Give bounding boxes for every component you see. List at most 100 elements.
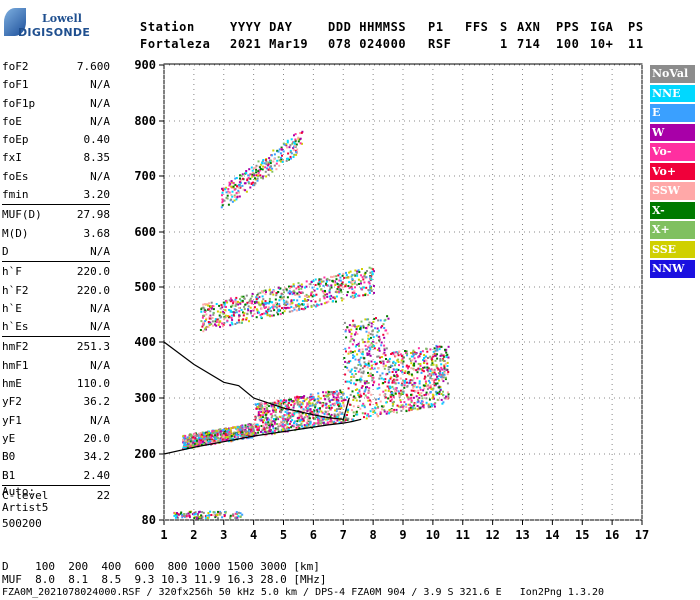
echo-point [330, 391, 333, 393]
param-value: 20.0 [83, 431, 111, 445]
param-name: yF1 [2, 413, 22, 427]
echo-point [384, 389, 387, 392]
echo-point [415, 386, 418, 389]
echo-point [231, 181, 234, 184]
echo-point [210, 440, 213, 442]
echo-point [261, 431, 264, 434]
x-tick-label: 5 [280, 528, 287, 542]
echo-point [316, 401, 319, 404]
echo-point [354, 286, 356, 289]
echo-point [263, 419, 265, 422]
echo-point [328, 279, 331, 282]
echo-point [339, 389, 342, 392]
echo-point [375, 342, 378, 345]
echo-point [206, 431, 209, 434]
echo-point [371, 374, 374, 377]
echo-point [262, 159, 265, 161]
echo-point [235, 177, 238, 179]
echo-point [374, 363, 377, 366]
echo-point [217, 437, 220, 440]
echo-point [415, 395, 418, 398]
echo-point [222, 310, 225, 313]
echo-point [310, 393, 313, 396]
echo-point [303, 424, 306, 427]
echo-point [305, 293, 308, 296]
echo-point [316, 412, 318, 415]
echo-point [264, 300, 267, 303]
echo-point [338, 403, 341, 406]
echo-point [213, 511, 216, 514]
echo-point [308, 295, 311, 298]
echo-point [247, 433, 250, 436]
echo-point [257, 426, 260, 428]
echo-point [375, 413, 378, 416]
echo-point [349, 382, 352, 385]
echo-point [403, 401, 406, 404]
param-row: yF1 N/A [2, 412, 110, 430]
echo-point [438, 390, 441, 393]
echo-point [249, 306, 252, 309]
echo-point [329, 297, 332, 300]
echo-point [345, 336, 348, 339]
echo-point [314, 278, 317, 281]
echo-point [229, 310, 232, 313]
echo-point [273, 423, 276, 426]
echo-point [369, 374, 372, 377]
echo-point [236, 196, 239, 199]
echo-point [416, 408, 419, 411]
echo-point [342, 403, 345, 406]
echo-point [266, 409, 269, 412]
echo-point [304, 299, 307, 302]
echo-point [299, 404, 301, 407]
echo-point [384, 354, 387, 357]
echo-point [373, 380, 376, 383]
echo-point [188, 514, 191, 517]
echo-point [266, 430, 269, 433]
echo-point [219, 437, 222, 440]
echo-point [377, 405, 380, 408]
echo-point [427, 374, 429, 377]
echo-point [342, 297, 345, 300]
echo-point [255, 316, 258, 319]
echo-point [312, 425, 315, 428]
echo-point [238, 195, 241, 198]
echo-point [250, 166, 253, 169]
echo-point [287, 426, 290, 429]
echo-point [274, 298, 277, 301]
echo-point [355, 379, 358, 382]
echo-point [307, 402, 310, 405]
echo-point [257, 403, 259, 405]
echo-point [386, 361, 389, 363]
param-name: M(D) [2, 226, 29, 240]
echo-point [389, 410, 392, 413]
echo-point [261, 427, 264, 430]
echo-point [301, 130, 304, 133]
echo-point [195, 442, 197, 445]
echo-point [299, 303, 302, 306]
echo-point [412, 364, 414, 367]
echo-point [286, 409, 289, 412]
echo-point [317, 424, 320, 426]
echo-point [392, 353, 395, 356]
echo-point [439, 370, 442, 373]
echo-point [321, 290, 324, 293]
echo-point [182, 435, 185, 438]
echo-point [222, 200, 224, 202]
echo-point [268, 427, 271, 430]
echo-point [337, 286, 340, 289]
echo-point [229, 297, 232, 300]
echo-point [362, 324, 365, 327]
echo-point [384, 396, 387, 399]
echo-point [420, 392, 423, 395]
echo-point [292, 283, 295, 286]
echo-point [363, 404, 366, 407]
echo-point [218, 314, 221, 317]
echo-point [200, 514, 203, 517]
echo-point [371, 340, 374, 343]
echo-point [371, 367, 373, 370]
echo-point [221, 198, 224, 201]
echo-point [347, 276, 350, 279]
echo-point [260, 176, 263, 179]
echo-point [423, 357, 425, 359]
echo-point [348, 330, 351, 333]
